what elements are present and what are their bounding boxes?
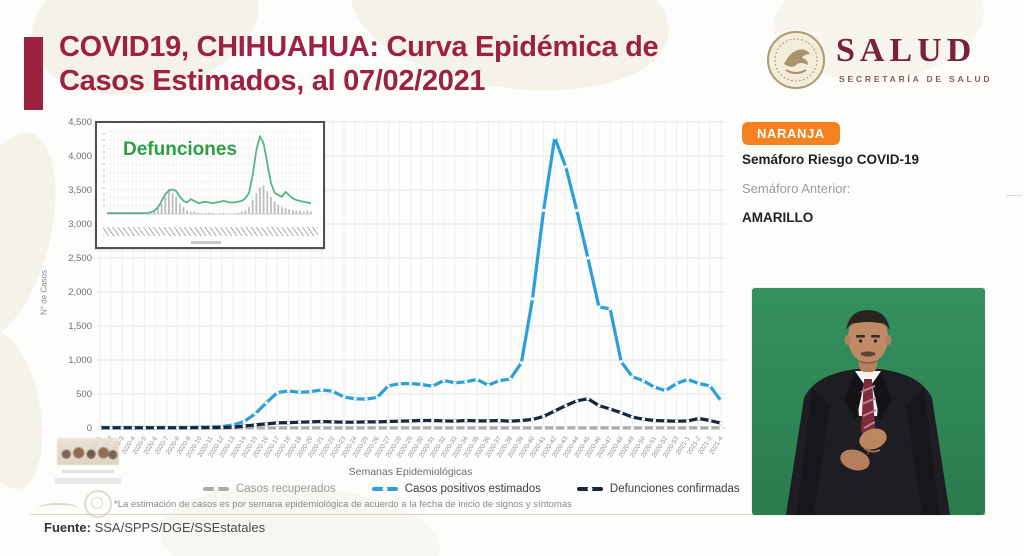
watermark-photo	[57, 438, 119, 465]
source-value: SSA/SPPS/DGE/SSEstatales	[94, 520, 266, 535]
inset-xtick-hatches	[103, 227, 318, 236]
source-line: Fuente: SSA/SPPS/DGE/SSEstatales	[44, 520, 265, 535]
mustache	[860, 351, 876, 357]
watermark-squiggle	[38, 503, 78, 513]
svg-text:500: 500	[76, 389, 92, 400]
defunciones-inset: Defunciones	[95, 121, 325, 249]
legend-label: Casos positivos estimados	[404, 483, 541, 495]
page-title-line1: COVID19, CHIHUAHUA: Curva Epidémica de	[59, 31, 659, 63]
svg-text:1,500: 1,500	[68, 321, 92, 332]
sign-language-interpreter-video	[752, 288, 985, 515]
svg-text:2,000: 2,000	[68, 287, 92, 298]
semaforo-previous-label: Semáforo Anterior:	[742, 181, 851, 196]
hair	[846, 310, 890, 332]
interpreter-illustration	[752, 288, 985, 515]
watermark-text-line	[62, 470, 114, 473]
page-title-line2: Casos Estimados, al 07/02/2021	[59, 64, 486, 97]
legend-item: Defunciones confirmadas	[576, 483, 740, 495]
salud-logo: SALUD SECRETARÍA DE SALUD	[760, 24, 1010, 96]
face	[848, 313, 888, 363]
legend-swatch	[371, 486, 398, 492]
inset-caption-smudge	[191, 241, 221, 244]
svg-text:Semanas Epidemiológicas: Semanas Epidemiológicas	[349, 466, 473, 478]
salud-logo-text: SALUD	[836, 32, 977, 69]
page-title: COVID19, CHIHUAHUA: Curva Epidémica de C…	[59, 31, 759, 99]
legend-swatch	[203, 486, 229, 492]
chart-legend: Casos recuperados Casos positivos estimad…	[203, 483, 740, 495]
legend-label: Casos recuperados	[236, 483, 336, 495]
y-axis-title: N° de Casos	[39, 270, 49, 315]
chart-footnote: *La estimación de casos es por semana ep…	[114, 499, 572, 510]
video-artifact-line	[1006, 195, 1022, 196]
legend-swatch	[576, 486, 603, 492]
svg-text:1,000: 1,000	[68, 355, 92, 366]
watermark-seal	[84, 490, 112, 518]
svg-text:2,500: 2,500	[68, 253, 92, 264]
svg-text:3,500: 3,500	[68, 185, 92, 196]
legend-item: Casos positivos estimados	[371, 483, 541, 495]
hand	[840, 449, 870, 471]
svg-text:3,000: 3,000	[68, 219, 92, 230]
footer-divider	[30, 514, 986, 515]
semaforo-panel: NARANJA Semáforo Riesgo COVID-19 Semáfor…	[742, 122, 1002, 225]
inset-chart-svg	[102, 130, 312, 215]
hand	[859, 428, 887, 450]
semaforo-badge: NARANJA	[742, 122, 840, 145]
background-ornament	[0, 325, 54, 495]
svg-text:4,000: 4,000	[68, 151, 92, 162]
watermark-text-line	[55, 478, 121, 484]
semaforo-previous-value: AMARILLO	[742, 210, 814, 225]
svg-text:4,500: 4,500	[68, 117, 92, 128]
source-label: Fuente:	[44, 520, 91, 535]
title-accent-bar	[24, 37, 43, 110]
inset-title: Defunciones	[123, 139, 238, 160]
legend-item: Casos recuperados	[203, 483, 336, 495]
semaforo-risk-label: Semáforo Riesgo COVID-19	[742, 152, 920, 167]
salud-logo-subtitle: SECRETARÍA DE SALUD	[839, 74, 993, 84]
main-chart-svg: 0 500 1,000 1,500 2,000 2,500 3,000 3,500 4,000 4…	[68, 117, 725, 478]
salud-seal-icon	[767, 31, 825, 89]
svg-text:0: 0	[87, 423, 92, 434]
legend-label: Defunciones confirmadas	[609, 483, 740, 495]
